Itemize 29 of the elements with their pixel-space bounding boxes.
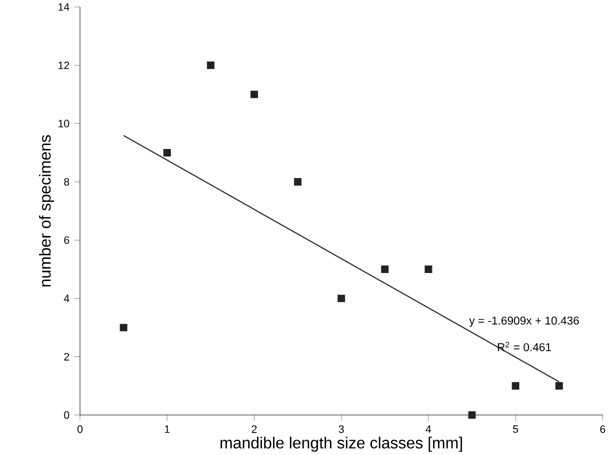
point bbox=[512, 382, 520, 390]
y-tick-label: 10 bbox=[58, 120, 70, 128]
x-tick-label: 6 bbox=[600, 425, 606, 433]
y-tick-label: 2 bbox=[64, 352, 70, 360]
point bbox=[294, 178, 302, 186]
x-tick-label: 1 bbox=[164, 425, 170, 433]
point bbox=[120, 324, 128, 332]
point bbox=[338, 294, 346, 302]
point bbox=[381, 266, 389, 274]
x-tick-label: 2 bbox=[252, 425, 257, 433]
point bbox=[163, 148, 171, 156]
y-tick-label: 12 bbox=[58, 62, 70, 70]
y-tick-label: 6 bbox=[64, 236, 70, 244]
y-tick-label: 8 bbox=[64, 178, 70, 186]
point bbox=[424, 266, 432, 274]
x-axis-title: mandible length size classes [mm] bbox=[220, 436, 462, 452]
point bbox=[206, 62, 214, 70]
y-tick-label: 14 bbox=[58, 3, 70, 11]
x-tick-label: 5 bbox=[513, 425, 518, 433]
point bbox=[250, 90, 258, 98]
x-tick-label: 4 bbox=[426, 425, 432, 433]
y-tick-label: 0 bbox=[64, 411, 70, 419]
x-tick-label: 3 bbox=[338, 425, 344, 433]
x-tick-label: 0 bbox=[77, 425, 83, 433]
y-tick-label: 4 bbox=[64, 294, 70, 302]
y-axis-title: number of specimens bbox=[39, 135, 54, 286]
point bbox=[468, 411, 476, 419]
annotation: y = -1.6909x + 10.436 bbox=[469, 316, 579, 327]
point bbox=[555, 382, 563, 390]
